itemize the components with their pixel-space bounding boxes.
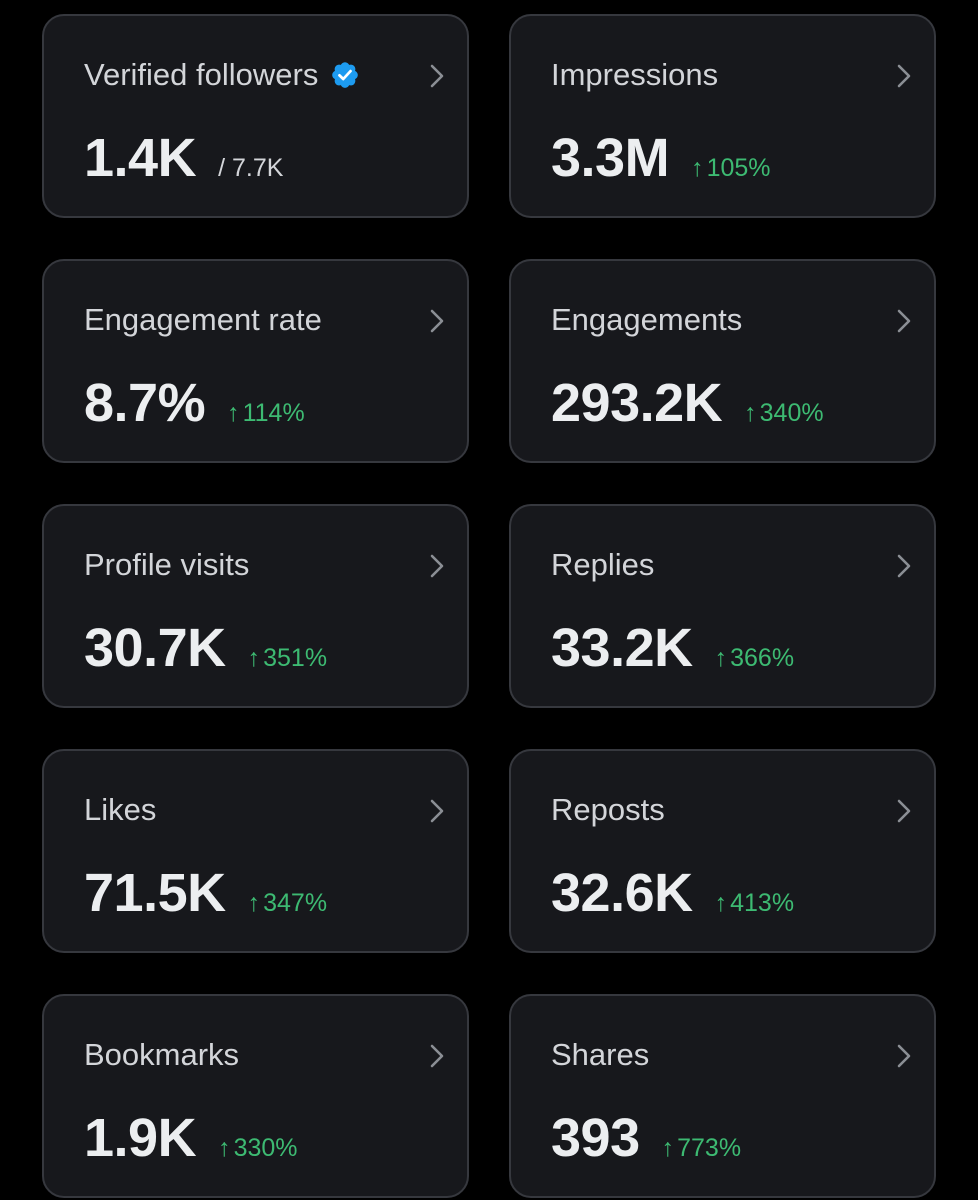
arrow-up-icon: ↑ <box>744 399 757 427</box>
metric-label-wrapper: Impressions <box>551 56 718 94</box>
metric-label: Engagements <box>551 302 743 337</box>
metric-label-wrapper: Engagements <box>551 301 742 339</box>
metric-label: Shares <box>551 1037 650 1072</box>
metric-value: 3.3M <box>551 128 670 188</box>
chevron-right-icon[interactable] <box>427 306 447 336</box>
metric-value-row: 3.3M ↑ 105% <box>551 128 771 188</box>
metric-value-row: 293.2K ↑ 340% <box>551 373 824 433</box>
metric-change-value: 413% <box>730 889 795 917</box>
metric-label: Engagement rate <box>84 302 322 337</box>
metric-label-wrapper: Reposts <box>551 791 665 829</box>
chevron-right-icon[interactable] <box>427 796 447 826</box>
metric-value-row: 32.6K ↑ 413% <box>551 863 794 923</box>
metric-label: Likes <box>84 792 157 827</box>
metric-label-wrapper: Likes <box>84 791 156 829</box>
metric-label-wrapper: Shares <box>551 1036 649 1074</box>
metric-card-impressions[interactable]: Impressions 3.3M ↑ 105% <box>509 14 936 218</box>
metric-label-wrapper: Verified followers <box>84 56 360 94</box>
metric-label: Bookmarks <box>84 1037 240 1072</box>
metric-change-value: 773% <box>677 1134 742 1162</box>
metric-value-row: 30.7K ↑ 351% <box>84 618 327 678</box>
metric-value: 33.2K <box>551 618 693 678</box>
metric-value: 393 <box>551 1108 640 1168</box>
metric-change: ↑ 773% <box>662 1134 741 1163</box>
metric-value: 1.4K <box>84 128 197 188</box>
chevron-right-icon[interactable] <box>427 1041 447 1071</box>
metric-change: ↑ 114% <box>227 399 305 428</box>
metric-change: ↑ 105% <box>691 154 770 183</box>
arrow-up-icon: ↑ <box>714 889 728 917</box>
metric-label: Profile visits <box>84 547 250 582</box>
metric-value: 30.7K <box>84 618 226 678</box>
metric-change: ↑ 351% <box>248 644 327 673</box>
metric-value: 71.5K <box>84 863 226 923</box>
metric-change-value: 105% <box>706 154 771 182</box>
metric-change: ↑ 330% <box>218 1134 297 1163</box>
metric-change: ↑ 413% <box>715 889 794 918</box>
metric-change: ↑ 347% <box>248 889 327 918</box>
metric-value-row: 1.9K ↑ 330% <box>84 1108 298 1168</box>
chevron-right-icon[interactable] <box>894 551 914 581</box>
metric-change-value: 330% <box>233 1134 298 1162</box>
metric-label: Reposts <box>551 792 665 827</box>
metric-label-wrapper: Replies <box>551 546 654 584</box>
metric-total: / 7.7K <box>218 154 284 182</box>
arrow-up-icon: ↑ <box>218 1134 231 1162</box>
metric-value: 32.6K <box>551 863 693 923</box>
metric-card-reposts[interactable]: Reposts 32.6K ↑ 413% <box>509 749 936 953</box>
metric-change-value: 114% <box>242 399 305 427</box>
chevron-right-icon[interactable] <box>894 1041 914 1071</box>
metric-label-wrapper: Bookmarks <box>84 1036 239 1074</box>
metrics-grid: Verified followers 1.4K / 7.7K Impressio… <box>42 14 936 1198</box>
metric-card-likes[interactable]: Likes 71.5K ↑ 347% <box>42 749 469 953</box>
arrow-up-icon: ↑ <box>227 399 240 427</box>
chevron-right-icon[interactable] <box>894 796 914 826</box>
metric-label: Verified followers <box>84 57 319 92</box>
metric-value-row: 71.5K ↑ 347% <box>84 863 327 923</box>
metric-value-row: 1.4K / 7.7K <box>84 128 283 188</box>
metric-card-profile-visits[interactable]: Profile visits 30.7K ↑ 351% <box>42 504 469 708</box>
verified-badge-icon <box>332 62 359 88</box>
metric-card-engagement-rate[interactable]: Engagement rate 8.7% ↑ 114% <box>42 259 469 463</box>
metric-card-engagements[interactable]: Engagements 293.2K ↑ 340% <box>509 259 936 463</box>
metric-change: ↑ 340% <box>744 399 823 428</box>
arrow-up-icon: ↑ <box>247 644 261 672</box>
metric-card-bookmarks[interactable]: Bookmarks 1.9K ↑ 330% <box>42 994 469 1198</box>
metric-label: Replies <box>551 547 655 582</box>
metric-label-wrapper: Profile visits <box>84 546 249 584</box>
chevron-right-icon[interactable] <box>894 306 914 336</box>
arrow-up-icon: ↑ <box>661 1134 675 1162</box>
metric-value: 293.2K <box>551 373 723 433</box>
chevron-right-icon[interactable] <box>427 551 447 581</box>
chevron-right-icon[interactable] <box>427 61 447 91</box>
metric-value: 1.9K <box>84 1108 197 1168</box>
metric-value: 8.7% <box>84 373 206 433</box>
metric-label: Impressions <box>551 57 719 92</box>
chevron-right-icon[interactable] <box>894 61 914 91</box>
metric-value-row: 393 ↑ 773% <box>551 1108 741 1168</box>
metric-card-replies[interactable]: Replies 33.2K ↑ 366% <box>509 504 936 708</box>
metric-card-verified-followers[interactable]: Verified followers 1.4K / 7.7K <box>42 14 469 218</box>
metric-card-shares[interactable]: Shares 393 ↑ 773% <box>509 994 936 1198</box>
metric-label-wrapper: Engagement rate <box>84 301 322 339</box>
metric-change-value: 366% <box>730 644 795 672</box>
arrow-up-icon: ↑ <box>691 154 704 182</box>
metric-change: ↑ 366% <box>715 644 794 673</box>
arrow-up-icon: ↑ <box>247 889 261 917</box>
arrow-up-icon: ↑ <box>714 644 728 672</box>
metric-change-value: 351% <box>263 644 328 672</box>
metric-value-row: 33.2K ↑ 366% <box>551 618 794 678</box>
metric-change-value: 347% <box>263 889 328 917</box>
metric-value-row: 8.7% ↑ 114% <box>84 373 305 433</box>
metric-change-value: 340% <box>759 399 824 427</box>
